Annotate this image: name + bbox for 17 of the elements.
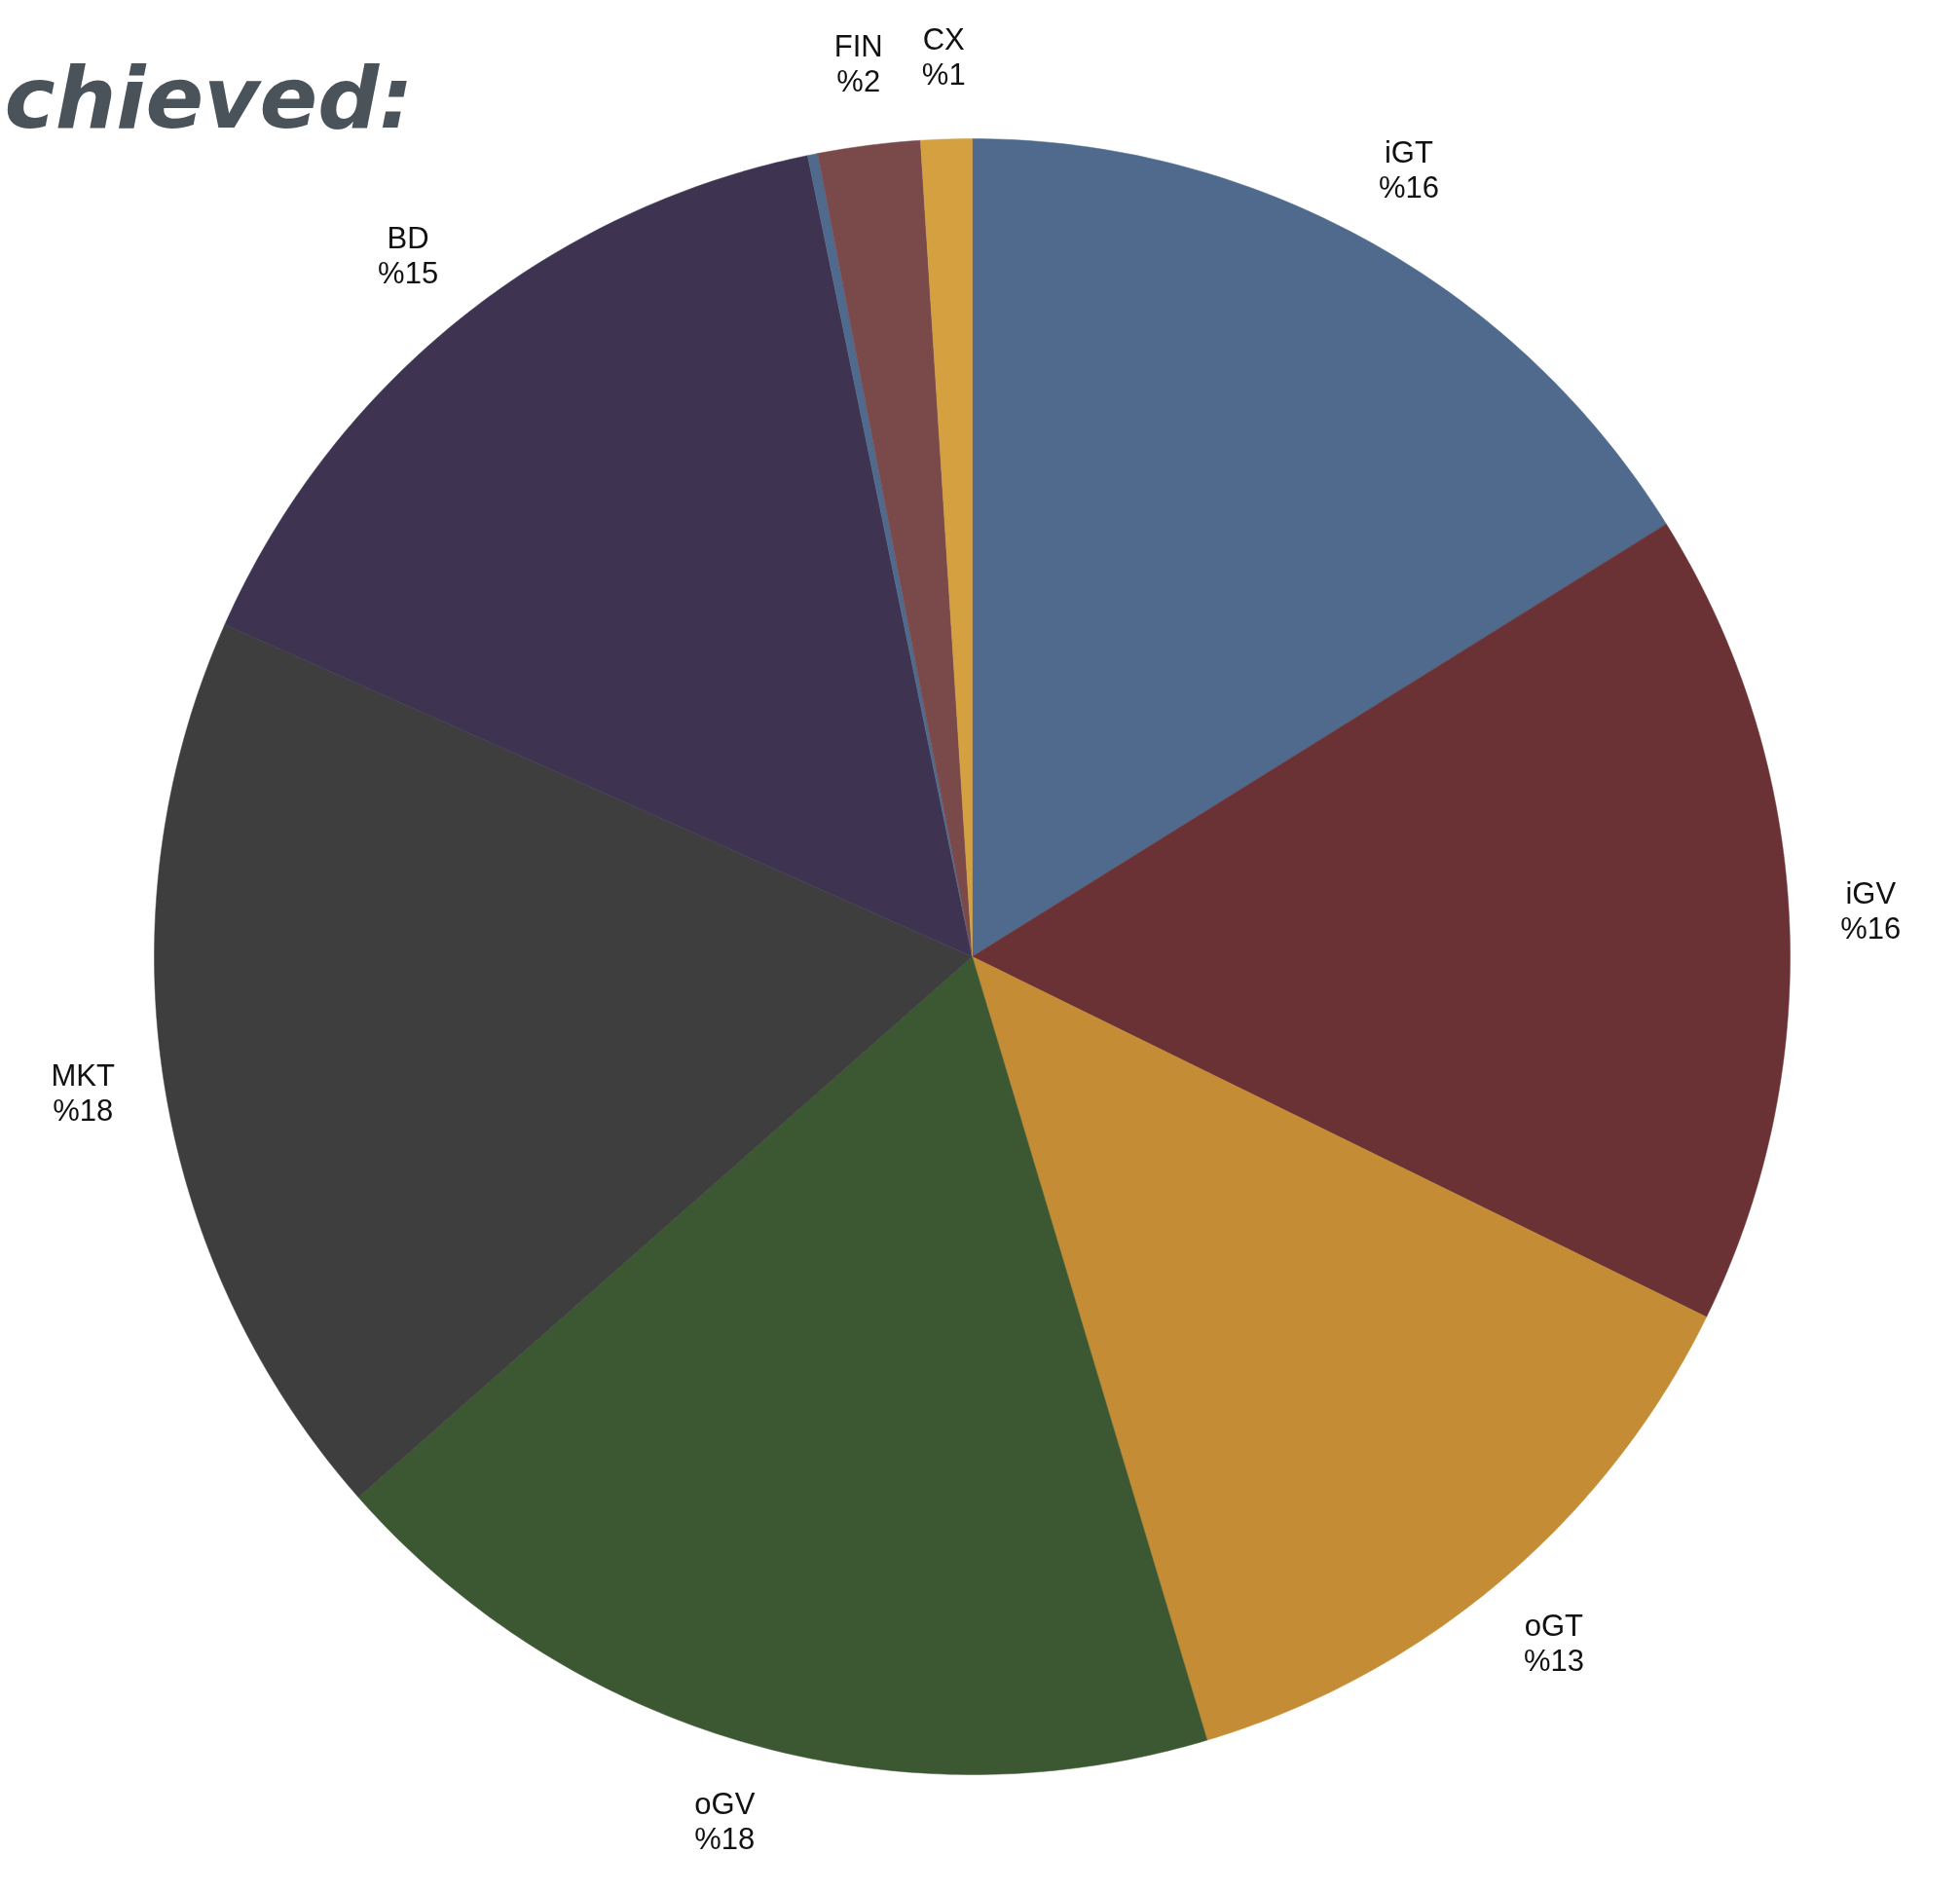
slice-label: MKT: [51, 1057, 115, 1093]
slice-label: iGT: [1384, 135, 1433, 170]
data-label: %1: [921, 57, 966, 93]
data-label: %15: [378, 256, 439, 291]
slice-label: oGT: [1524, 1608, 1584, 1643]
data-label: %13: [1523, 1643, 1584, 1678]
data-label: %2: [836, 64, 881, 99]
data-label: %16: [1378, 170, 1439, 205]
slice-label: iGV: [1845, 876, 1897, 911]
slice-label: BD: [387, 221, 429, 256]
data-label: %18: [53, 1093, 114, 1128]
slice-label: oGV: [694, 1787, 756, 1822]
slice-label: FIN: [833, 29, 883, 64]
chart-title: chieved:: [4, 48, 414, 148]
slice-label: CX: [922, 22, 966, 57]
data-label: %18: [694, 1822, 756, 1857]
data-label: %16: [1840, 911, 1902, 946]
